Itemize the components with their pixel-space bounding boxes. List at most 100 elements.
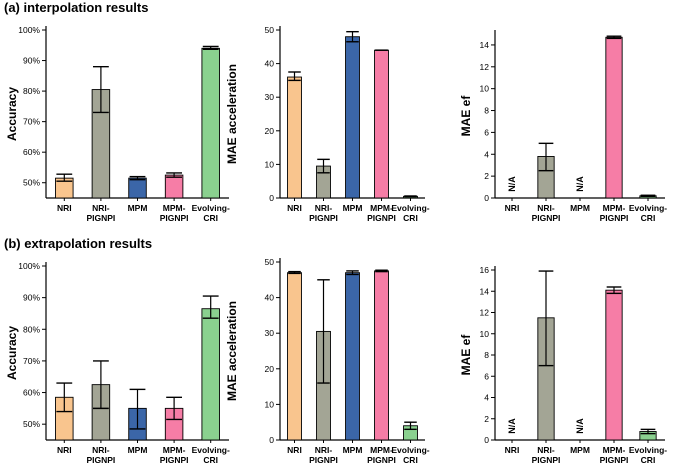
x-category-label: Evolving- [192,203,230,213]
y-tick-label: 70% [23,117,40,127]
x-category-label: PIGNPI [309,213,338,223]
bar-mpm-pignpi [374,49,389,199]
x-category-label: CRI [203,213,218,223]
x-category-label: NRI [505,203,520,213]
x-category-label: MPM [570,203,590,213]
y-tick-label: 100% [18,261,40,271]
y-tick-label: 16 [480,265,490,275]
x-category-label: PIGNPI [532,213,561,223]
y-tick-label: 50 [265,25,275,35]
y-tick-label: 90% [23,56,40,66]
y-tick-label: 8 [484,350,489,360]
y-tick-label: 40 [265,293,275,303]
x-category-label: PIGNPI [532,455,561,465]
chart-b-accuracy: 50% 60% 70% 80% 90% 100% Accuracy NRI NRI- PIGNPI… [5,261,230,465]
bar-evolving-cri [201,308,220,441]
y-axis-label: MAE acceleration [225,301,239,401]
section-a-title: (a) interpolation results [4,0,149,15]
x-category-label: CRI [641,455,656,465]
y-tick-label: 80% [23,86,40,96]
y-tick-label: 2 [484,414,489,424]
bar-mpm-pignpi [605,289,623,441]
x-category-label: MPM [570,445,590,455]
x-category-label: MPM- [163,203,186,213]
y-tick-label: 30 [265,92,275,102]
y-tick-label: 40 [265,59,275,69]
x-category-label: MPM- [603,203,626,213]
x-category-label: Evolving- [629,445,667,455]
y-tick-label: 2 [484,171,489,181]
y-tick-label: 10 [265,399,275,409]
y-tick-label: 10 [265,159,275,169]
x-category-label: MPM- [370,203,393,213]
y-tick-label: 60% [23,147,40,157]
y-tick-label: 30 [265,328,275,338]
y-tick-label: 12 [480,62,490,72]
y-tick-label: 50% [23,419,40,429]
y-tick-label: 0 [484,435,489,445]
x-category-label: CRI [641,213,656,223]
y-tick-label: 10 [480,84,490,94]
y-tick-label: 8 [484,106,489,116]
x-category-label: Evolving- [192,445,230,455]
y-tick-label: 4 [484,393,489,403]
x-category-label: NRI- [315,445,333,455]
x-category-label: MPM- [163,445,186,455]
x-category-label: MPM [128,203,148,213]
y-tick-label: 10 [480,329,490,339]
y-tick-label: 50% [23,178,40,188]
x-category-label: CRI [203,455,218,465]
bar-mpm [128,177,147,199]
x-category-label: PIGNPI [86,213,115,223]
x-category-label: Evolving- [629,203,667,213]
x-category-label: NRI- [92,445,110,455]
x-category-label: PIGNPI [367,455,396,465]
x-category-label: PIGNPI [600,213,629,223]
x-category-label: MPM [343,445,363,455]
x-category-label: NRI- [537,445,555,455]
y-axis-label: Accuracy [5,326,19,380]
y-axis-label: MAE ef [459,95,473,137]
y-tick-label: 6 [484,127,489,137]
y-tick-label: 80% [23,324,40,334]
na-label: N/A [507,176,517,192]
y-axis-label: Accuracy [5,87,19,141]
x-category-label: NRI [505,445,520,455]
y-tick-label: 90% [23,293,40,303]
x-category-label: NRI- [92,203,110,213]
y-axis-label: MAE ef [459,334,473,376]
bar-nri [287,272,302,441]
x-category-label: NRI [287,445,302,455]
bar-nri [287,76,302,199]
bar-mpm-pignpi [374,270,389,441]
y-tick-label: 20 [265,364,275,374]
y-tick-label: 4 [484,149,489,159]
x-category-label: PIGNPI [309,455,338,465]
x-category-label: NRI- [315,203,333,213]
x-category-label: MPM- [370,445,393,455]
x-category-label: MPM- [603,445,626,455]
y-tick-label: 20 [265,126,275,136]
x-category-label: NRI [57,203,72,213]
x-category-label: PIGNPI [160,213,189,223]
y-tick-label: 70% [23,356,40,366]
x-category-label: MPM [343,203,363,213]
x-category-label: PIGNPI [600,455,629,465]
x-category-label: NRI [57,445,72,455]
na-label: N/A [507,418,517,434]
x-category-label: PIGNPI [160,455,189,465]
y-tick-label: 100% [18,25,40,35]
y-tick-label: 0 [484,193,489,203]
x-category-label: Evolving- [391,203,429,213]
y-tick-label: 0 [269,193,274,203]
y-tick-label: 12 [480,308,490,318]
bar-mpm-pignpi [164,174,184,199]
x-category-label: MPM [128,445,148,455]
bar-mpm-pignpi [605,36,623,199]
y-tick-label: 60% [23,388,40,398]
